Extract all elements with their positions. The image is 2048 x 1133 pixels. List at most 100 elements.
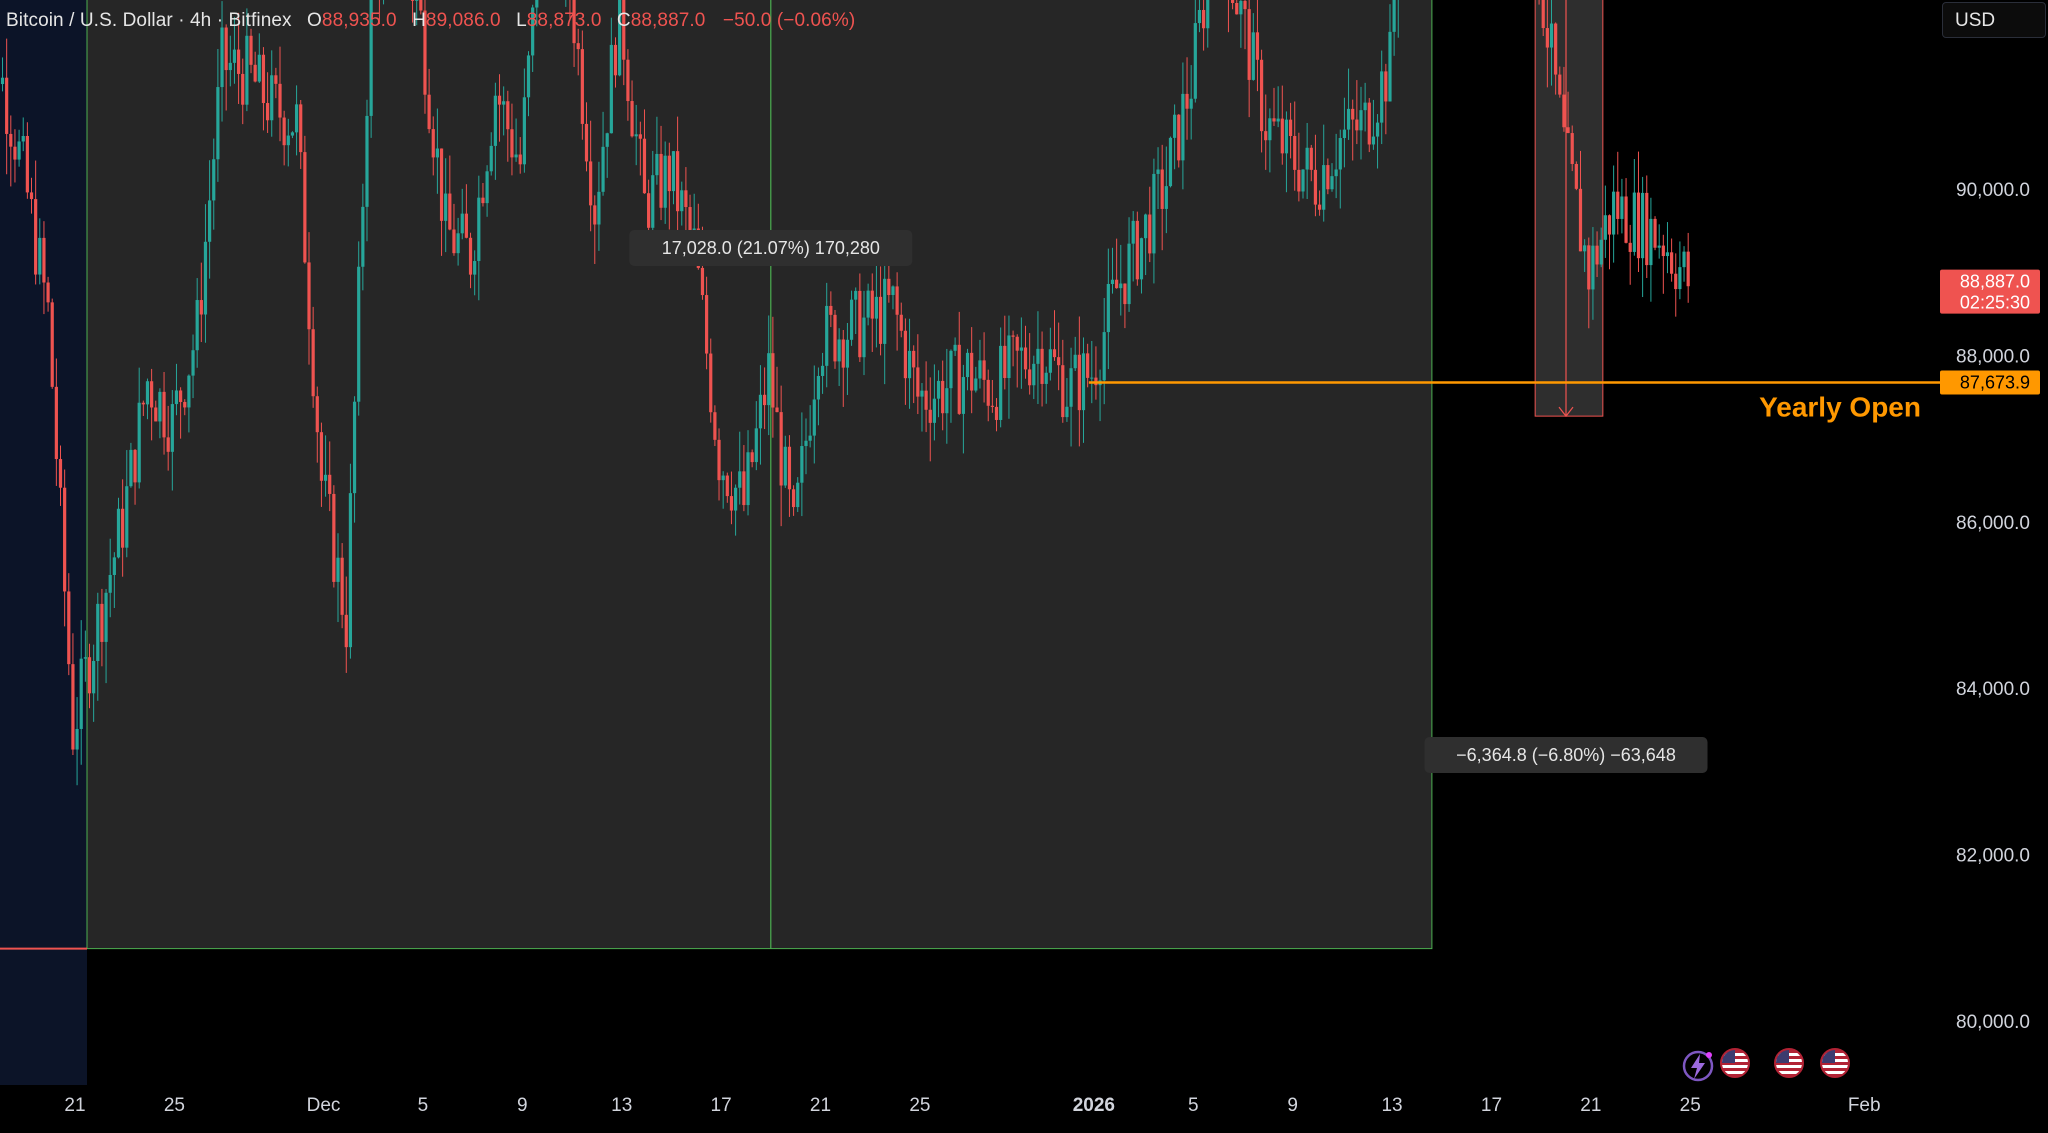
- candle-body: [311, 329, 315, 397]
- candle-body: [54, 386, 58, 460]
- candle-body: [1297, 169, 1301, 192]
- candle-body: [754, 428, 758, 463]
- candle-body: [133, 449, 137, 483]
- symbol-title[interactable]: Bitcoin / U.S. Dollar · 4h · Bitfinex: [6, 10, 292, 31]
- candle-body: [191, 350, 195, 376]
- candle-body: [932, 398, 936, 423]
- candle-body: [1562, 94, 1566, 128]
- candle-body: [179, 390, 183, 402]
- candle-body: [1686, 251, 1690, 287]
- us-flag-icon[interactable]: [1720, 1048, 1750, 1078]
- candle-body: [622, 0, 626, 60]
- candle-body: [158, 391, 162, 422]
- candle-body: [216, 87, 220, 160]
- candle-body: [340, 557, 344, 615]
- candle-body: [489, 145, 493, 172]
- candle-body: [1554, 23, 1558, 75]
- candle-body: [531, 7, 535, 56]
- candle-body: [1247, 9, 1251, 80]
- candle-body: [1036, 348, 1040, 364]
- candle-body: [112, 557, 116, 575]
- candle-body: [1375, 122, 1380, 137]
- candle-body: [0, 77, 5, 85]
- candle-body: [1115, 279, 1119, 289]
- candle-body: [1346, 108, 1351, 130]
- candle-body: [589, 161, 593, 206]
- candle-body: [858, 290, 862, 358]
- y-tick-label: 88,000.0: [1956, 346, 2030, 367]
- candle-body: [195, 300, 199, 351]
- x-tick-label: 21: [810, 1095, 831, 1116]
- candle-body: [949, 350, 953, 389]
- candle-body: [825, 305, 829, 366]
- candle-body: [1193, 23, 1197, 99]
- candle-body: [742, 471, 746, 506]
- candle-body: [1206, 0, 1210, 29]
- candle-body: [1587, 245, 1591, 290]
- candle-body: [1048, 349, 1052, 373]
- currency-selector[interactable]: USD: [1942, 2, 2046, 38]
- candle-body: [1057, 357, 1061, 366]
- us-flag-icon[interactable]: [1820, 1048, 1850, 1078]
- candle-body: [1081, 353, 1086, 411]
- candle-body: [841, 339, 845, 368]
- candle-body: [903, 330, 908, 379]
- candle-body: [1355, 119, 1359, 131]
- candle-body: [729, 496, 734, 511]
- candle-body: [1612, 191, 1616, 235]
- candle-body: [1185, 93, 1189, 109]
- candle-body: [1139, 238, 1144, 280]
- candle-body: [990, 405, 994, 407]
- candle-body: [1032, 363, 1036, 386]
- candle-body: [274, 75, 278, 84]
- candle-body: [721, 475, 725, 481]
- candle-body: [352, 401, 357, 494]
- candle-body: [1127, 243, 1131, 305]
- candle-body: [854, 290, 858, 300]
- candle-body: [1259, 59, 1264, 132]
- candle-body: [125, 486, 129, 548]
- candle-body: [456, 233, 460, 254]
- candle-body: [1549, 23, 1554, 48]
- candle-body: [121, 508, 125, 548]
- candle-body: [878, 296, 883, 344]
- candle-body: [1160, 169, 1164, 209]
- candle-body: [58, 459, 63, 488]
- candle-body: [1102, 332, 1106, 381]
- candle-body: [286, 135, 290, 146]
- us-flag-icon[interactable]: [1774, 1048, 1804, 1078]
- candle-body: [344, 614, 348, 648]
- candle-body: [365, 115, 369, 207]
- candle-body: [1674, 273, 1678, 290]
- candle-body: [71, 664, 75, 750]
- candle-body: [1110, 279, 1115, 284]
- candle-body: [170, 404, 174, 452]
- candle-body: [692, 228, 696, 231]
- candle-body: [1251, 32, 1255, 80]
- lightning-icon[interactable]: [1680, 1048, 1716, 1084]
- candle-body: [680, 190, 684, 212]
- measure-range-box: [86, 0, 1433, 950]
- candle-body: [1090, 377, 1094, 379]
- candle-body: [1326, 165, 1330, 190]
- x-tick-label: Dec: [307, 1095, 341, 1116]
- candle-body: [129, 449, 133, 487]
- candle-body: [319, 432, 324, 481]
- candle-body: [1007, 335, 1011, 379]
- y-tick-label: 86,000.0: [1956, 513, 2030, 534]
- candle-body: [887, 278, 891, 296]
- candle-body: [299, 104, 303, 153]
- x-tick-label: 21: [1580, 1095, 1601, 1116]
- symbol-legend[interactable]: Bitcoin / U.S. Dollar · 4h · Bitfinex O8…: [6, 10, 855, 32]
- candle-body: [912, 350, 916, 368]
- candle-body: [452, 229, 456, 254]
- candle-body: [601, 146, 605, 192]
- candle-body: [626, 59, 630, 102]
- candle-body: [526, 55, 531, 98]
- candle-body: [38, 237, 42, 275]
- candle-body: [336, 557, 340, 582]
- candle-body: [96, 603, 100, 661]
- candle-body: [435, 148, 439, 158]
- candle-body: [725, 475, 729, 497]
